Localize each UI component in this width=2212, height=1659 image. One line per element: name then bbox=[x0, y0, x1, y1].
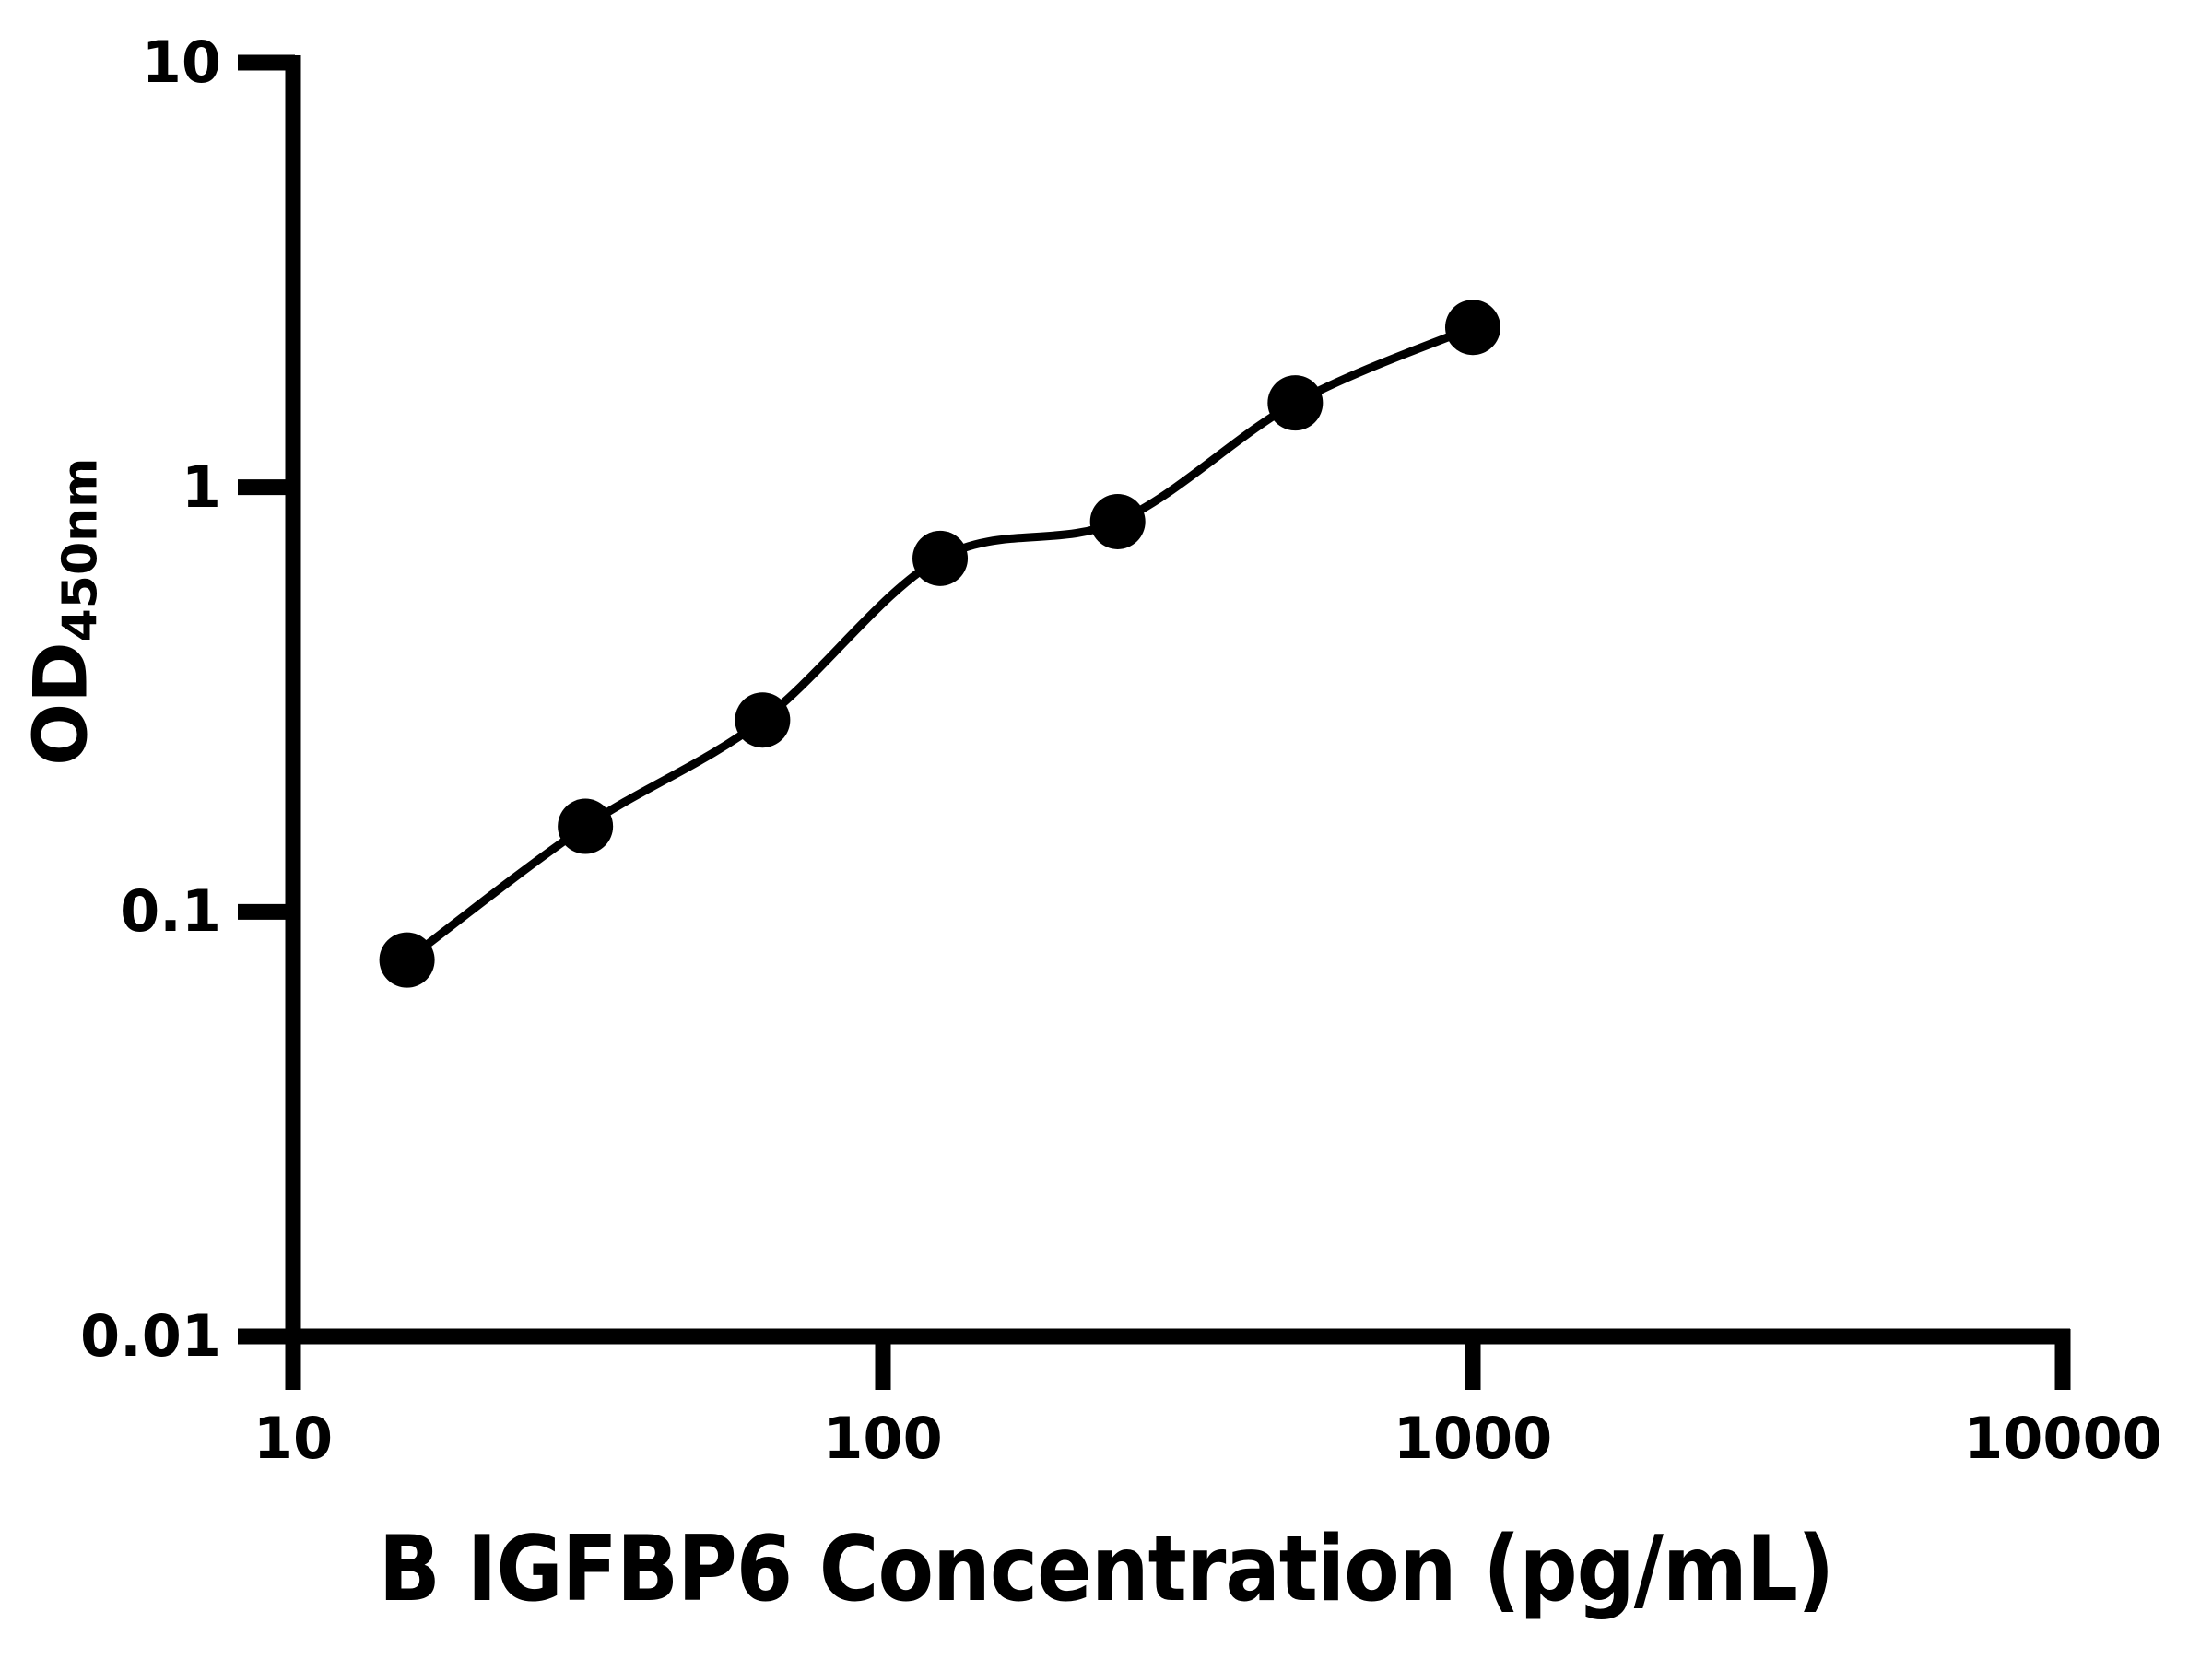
x-axis-ticks bbox=[285, 1329, 2071, 1390]
x-axis-title: B IGFBP6 Concentration (pg/mL) bbox=[378, 1517, 1835, 1622]
data-point bbox=[558, 798, 614, 854]
axis-lines bbox=[285, 55, 2070, 1345]
data-point-markers bbox=[379, 300, 1500, 988]
y-axis-title: OD450nm bbox=[18, 243, 108, 981]
y-axis-title-main: OD bbox=[18, 641, 104, 766]
x-tick-label: 10000 bbox=[1963, 1405, 2162, 1472]
x-tick-label: 10 bbox=[253, 1405, 334, 1472]
y-tick-label: 0.1 bbox=[120, 877, 221, 946]
x-tick-label: 100 bbox=[823, 1405, 943, 1472]
y-axis-ticks bbox=[238, 54, 295, 1345]
data-point bbox=[735, 692, 791, 748]
y-axis-title-subscript: 450nm bbox=[53, 457, 109, 642]
y-tick-label: 1 bbox=[181, 453, 221, 521]
data-point bbox=[1267, 375, 1324, 431]
y-tick-label: 0.01 bbox=[80, 1302, 221, 1370]
data-point bbox=[1445, 300, 1500, 356]
data-point bbox=[1089, 493, 1146, 549]
data-point bbox=[912, 530, 969, 586]
x-tick-label: 1000 bbox=[1393, 1405, 1553, 1472]
y-tick-label: 10 bbox=[141, 29, 221, 96]
data-point bbox=[379, 932, 435, 988]
